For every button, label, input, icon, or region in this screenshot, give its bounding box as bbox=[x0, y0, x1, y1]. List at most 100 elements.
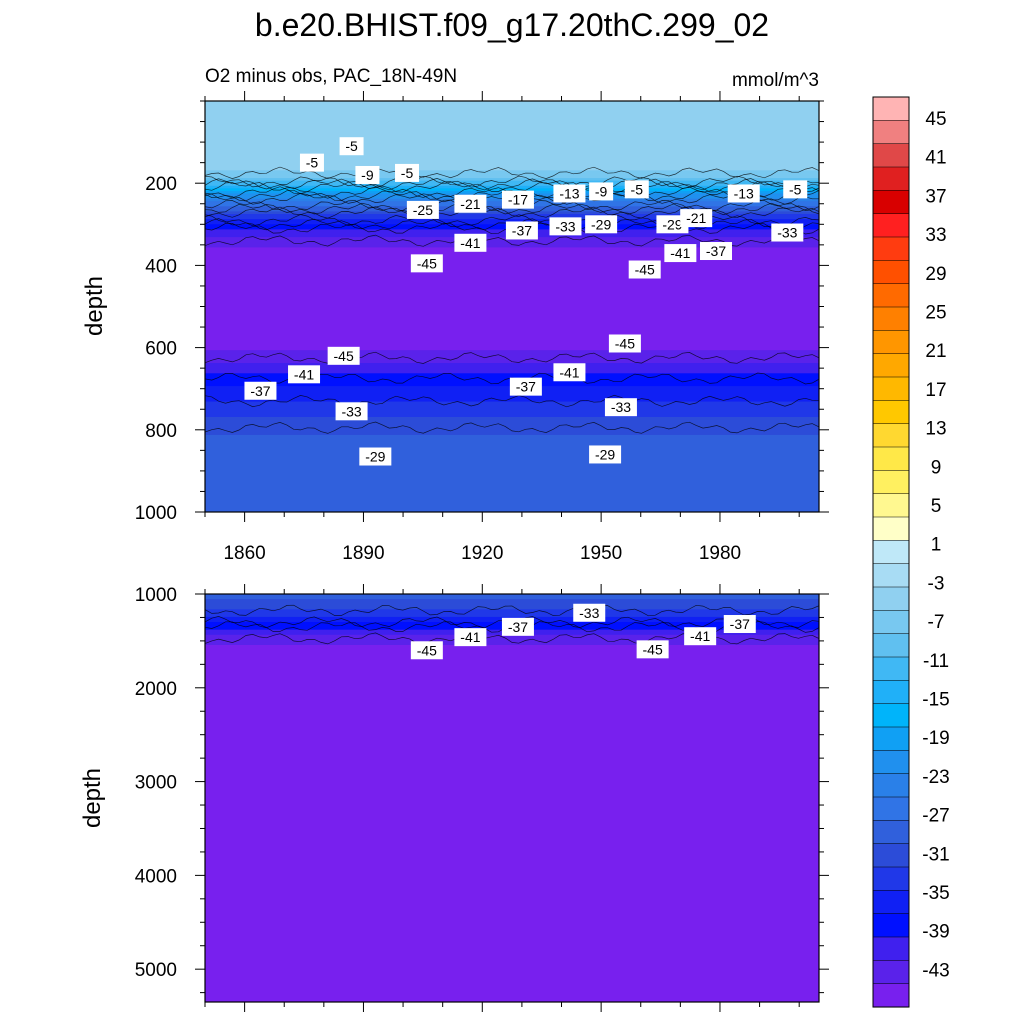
contour-band bbox=[205, 332, 819, 336]
contour-band bbox=[205, 455, 819, 459]
contour-label-box bbox=[327, 346, 360, 365]
contour-label: -45 bbox=[334, 348, 354, 364]
contour-band bbox=[205, 481, 819, 485]
contour-band bbox=[205, 147, 819, 151]
lower-contour-labels: -45 -41 -37 -33 -45 -41 -37 bbox=[410, 603, 756, 660]
contour-band bbox=[205, 270, 819, 274]
contour-label-box bbox=[727, 184, 760, 203]
contour-band bbox=[205, 757, 819, 761]
contour-band bbox=[205, 273, 819, 277]
colorbar-swatch bbox=[872, 610, 910, 635]
contour-band bbox=[205, 956, 819, 960]
colorbar-swatch bbox=[872, 796, 910, 821]
contour-label: -41 bbox=[460, 629, 480, 645]
contour-label-box bbox=[406, 200, 439, 219]
contour-band bbox=[205, 976, 819, 980]
contour-label-box bbox=[509, 377, 542, 396]
contour-line bbox=[205, 214, 819, 227]
y-tick-label: 4000 bbox=[135, 866, 177, 887]
contour-band bbox=[205, 851, 819, 855]
contour-band bbox=[205, 488, 819, 493]
contour-band bbox=[205, 989, 819, 993]
contour-band bbox=[205, 693, 819, 697]
contour-band bbox=[205, 882, 819, 886]
x-tick-label: 1920 bbox=[461, 543, 503, 564]
contour-band bbox=[205, 106, 819, 110]
contour-band bbox=[205, 478, 819, 482]
colorbar-swatch bbox=[872, 866, 910, 891]
contour-label: -21 bbox=[686, 210, 706, 226]
y-tick-label: 200 bbox=[145, 174, 177, 195]
contour-band bbox=[205, 930, 819, 934]
contour-band bbox=[205, 652, 819, 656]
contour-band bbox=[205, 296, 819, 300]
colorbar-label: 41 bbox=[925, 148, 946, 169]
x-tick-label: 1980 bbox=[699, 543, 741, 564]
contour-band bbox=[205, 815, 819, 819]
contour-label-box bbox=[608, 334, 641, 353]
contour-label: -33 bbox=[555, 218, 575, 234]
contour-band bbox=[205, 655, 819, 659]
contour-band bbox=[205, 103, 819, 107]
contour-band bbox=[205, 152, 819, 156]
contour-band bbox=[205, 142, 819, 146]
contour-band bbox=[205, 744, 819, 748]
colorbar-label: 1 bbox=[931, 535, 942, 556]
contour-band bbox=[205, 943, 819, 947]
contour-band bbox=[205, 688, 819, 692]
contour-label: -37 bbox=[730, 616, 750, 632]
colorbar-swatch bbox=[872, 493, 910, 518]
contour-band bbox=[205, 154, 819, 159]
contour-band bbox=[205, 370, 819, 374]
y-tick-label: 2000 bbox=[135, 679, 177, 700]
contour-band bbox=[205, 945, 819, 950]
contour-label-box bbox=[244, 381, 277, 400]
contour-band bbox=[205, 157, 819, 161]
colorbar-label: -23 bbox=[922, 767, 949, 788]
contour-label: -5 bbox=[631, 181, 644, 197]
colorbar-swatch bbox=[872, 540, 910, 565]
colorbar-label: -3 bbox=[928, 573, 945, 594]
contour-band bbox=[205, 447, 819, 451]
contour-band bbox=[205, 252, 819, 256]
contour-band bbox=[205, 216, 819, 220]
contour-band bbox=[205, 136, 819, 141]
contour-band bbox=[205, 716, 819, 720]
contour-band bbox=[205, 724, 819, 728]
contour-band bbox=[205, 255, 819, 259]
contour-label: -33 bbox=[341, 403, 361, 419]
contour-band bbox=[205, 892, 819, 896]
contour-band bbox=[205, 440, 819, 444]
contour-band bbox=[205, 424, 819, 428]
colorbar-swatch bbox=[872, 843, 910, 868]
contour-band bbox=[205, 283, 819, 287]
contour-band bbox=[205, 609, 819, 613]
contour-band bbox=[205, 639, 819, 644]
colorbar-label: -27 bbox=[922, 806, 949, 827]
contour-band bbox=[205, 785, 819, 789]
contour-band bbox=[205, 900, 819, 904]
colorbar-swatch bbox=[872, 586, 910, 611]
contour-label-box bbox=[355, 165, 380, 184]
contour-band bbox=[205, 675, 819, 679]
colorbar-label: 45 bbox=[925, 109, 946, 130]
contour-band bbox=[205, 849, 819, 853]
colorbar-swatch bbox=[872, 400, 910, 425]
contour-band bbox=[205, 368, 819, 372]
contour-label: -41 bbox=[294, 366, 314, 382]
contour-band bbox=[205, 183, 819, 187]
contour-band bbox=[205, 494, 819, 498]
contour-band bbox=[205, 968, 819, 972]
contour-label: -41 bbox=[670, 245, 690, 261]
lower-y-axis-label: depth bbox=[79, 768, 106, 828]
contour-band bbox=[205, 657, 819, 661]
contour-band bbox=[205, 805, 819, 809]
y-tick-label: 1000 bbox=[135, 503, 177, 524]
contour-band bbox=[205, 406, 819, 410]
contour-band bbox=[205, 948, 819, 952]
colorbar-swatch bbox=[872, 283, 910, 308]
colorbar-swatch bbox=[872, 703, 910, 728]
contour-band bbox=[205, 879, 819, 883]
contour-band bbox=[205, 314, 819, 318]
